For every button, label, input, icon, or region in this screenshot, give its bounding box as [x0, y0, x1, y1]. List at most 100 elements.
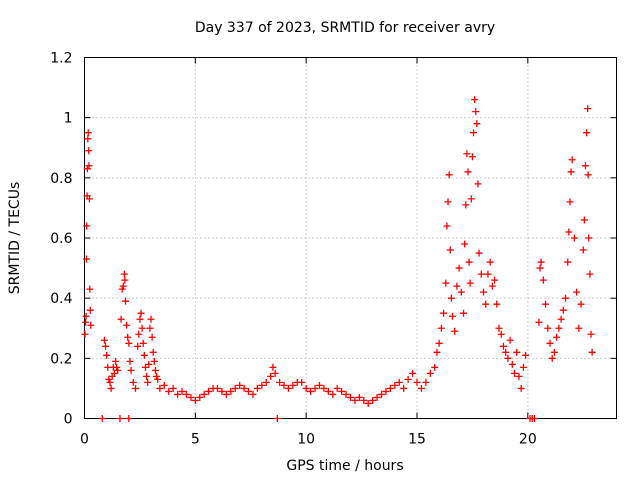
data-point	[273, 415, 281, 422]
data-point	[117, 315, 125, 323]
data-point	[347, 393, 354, 401]
data-point	[120, 270, 128, 278]
data-point	[588, 348, 596, 356]
data-point	[135, 330, 143, 338]
x-axis-label: GPS time / hours	[286, 458, 403, 474]
data-point	[535, 318, 543, 326]
data-point	[119, 282, 127, 290]
data-point	[446, 246, 454, 254]
data-point	[536, 264, 544, 272]
data-point	[253, 384, 261, 392]
data-point	[83, 222, 91, 230]
data-point	[502, 348, 510, 356]
data-point	[271, 369, 279, 377]
data-point	[307, 387, 315, 395]
data-point	[364, 399, 372, 407]
data-point	[82, 255, 90, 263]
data-point	[537, 258, 545, 266]
data-point	[311, 384, 319, 392]
data-point	[145, 360, 153, 368]
data-point	[315, 381, 323, 389]
data-point	[86, 306, 94, 314]
data-point	[84, 135, 92, 143]
data-point	[484, 270, 492, 278]
data-point	[182, 390, 190, 398]
data-point	[100, 336, 108, 344]
data-point	[245, 387, 253, 395]
data-point	[134, 342, 142, 350]
data-point	[382, 387, 390, 395]
data-point	[562, 294, 570, 302]
data-point	[585, 234, 593, 242]
data-point	[355, 393, 363, 401]
data-point	[546, 339, 554, 347]
data-point	[495, 324, 503, 332]
data-point	[156, 384, 164, 392]
data-point	[125, 415, 133, 422]
data-point	[515, 372, 523, 380]
data-point	[196, 393, 204, 401]
data-point	[482, 300, 490, 308]
data-point	[280, 381, 288, 389]
data-point	[126, 357, 134, 365]
data-point	[169, 384, 177, 392]
data-point	[85, 195, 93, 203]
data-point	[472, 108, 480, 116]
data-point	[491, 276, 499, 284]
data-point	[106, 378, 114, 386]
data-point	[227, 387, 235, 395]
data-point	[83, 165, 91, 173]
data-point	[567, 168, 575, 176]
x-tick-label: 5	[191, 432, 200, 448]
data-point	[302, 384, 310, 392]
data-point	[404, 375, 412, 383]
data-point	[214, 384, 221, 392]
data-point	[386, 384, 394, 392]
data-point	[150, 357, 158, 365]
data-point	[513, 348, 521, 356]
data-point	[555, 324, 563, 332]
data-point	[153, 372, 161, 380]
data-point	[137, 309, 145, 317]
y-tick-label: 0.2	[50, 351, 72, 367]
data-point	[440, 309, 448, 317]
data-point	[118, 285, 126, 293]
data-point	[467, 195, 475, 203]
data-point	[466, 279, 474, 287]
data-point	[486, 258, 494, 266]
axis-ticks: 0 0.2 0.4 0.6 0.8 1 1.2 0 5 10 15 20	[50, 51, 617, 448]
data-point	[557, 315, 565, 323]
data-point	[435, 339, 443, 347]
x-tick-label: 0	[80, 432, 89, 448]
data-point	[102, 342, 110, 350]
data-point	[107, 384, 115, 392]
data-point	[149, 348, 157, 356]
data-point	[474, 180, 482, 188]
data-point	[473, 120, 481, 128]
y-tick-label: 0	[64, 412, 73, 428]
data-point	[160, 381, 168, 389]
data-point	[464, 168, 472, 176]
y-tick-label: 1.2	[50, 51, 72, 67]
data-point	[360, 396, 368, 404]
data-point	[269, 363, 277, 371]
data-point	[369, 396, 377, 404]
data-point	[544, 324, 552, 332]
data-point	[447, 294, 455, 302]
data-point	[103, 351, 111, 359]
data-point	[351, 396, 359, 404]
data-point	[373, 393, 381, 401]
data-point	[276, 378, 284, 386]
data-point	[517, 384, 525, 392]
data-point	[144, 378, 152, 386]
data-point	[587, 330, 595, 338]
data-point	[480, 288, 487, 296]
y-tick-label: 0.4	[50, 291, 72, 307]
x-tick-label: 15	[408, 432, 426, 448]
data-point	[508, 360, 516, 368]
data-point	[422, 378, 430, 386]
data-point	[116, 415, 124, 422]
data-point	[465, 258, 473, 266]
data-point	[249, 390, 257, 398]
